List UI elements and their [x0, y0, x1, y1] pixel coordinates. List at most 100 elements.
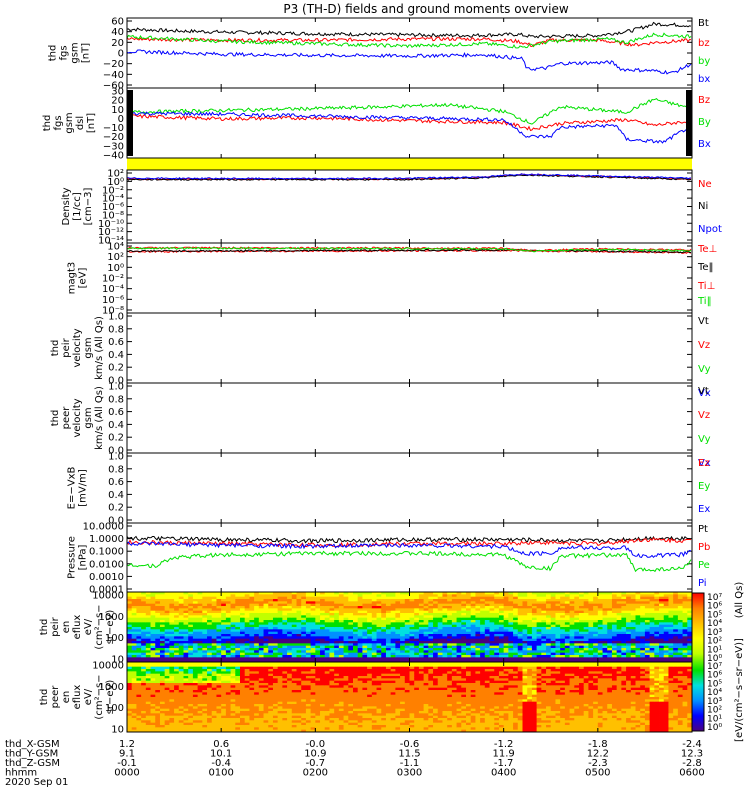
heatmap-cell [216, 657, 222, 661]
heatmap-cell [522, 606, 528, 609]
heatmap-cell [569, 652, 575, 656]
heatmap-cell [498, 624, 505, 628]
heatmap-cell [466, 629, 472, 633]
heatmap-cell [141, 669, 147, 672]
heatmap-cell [357, 610, 363, 614]
heatmap-cell [136, 638, 142, 642]
heatmap-cell [626, 624, 632, 628]
heatmap-cell [145, 715, 151, 719]
heatmap-cell [597, 657, 603, 661]
ytick-label: 10⁰ [107, 177, 124, 188]
heatmap-cell [597, 634, 603, 637]
heatmap-cell [550, 624, 556, 628]
heatmap-cell [588, 648, 594, 651]
heatmap-cell [550, 596, 556, 600]
panel-fgs_gsm_dsl: thdfgsgsmdsl[nT]3020100−10−20−30−40BzByB… [42, 87, 711, 162]
heatmap-cell [517, 638, 523, 642]
heatmap-cell [579, 620, 585, 623]
heatmap-cell [343, 596, 349, 600]
heatmap-cell [466, 617, 472, 621]
heatmap-cell [136, 613, 142, 616]
heatmap-cell [611, 610, 618, 614]
ytick-label: 10⁻¹⁴ [98, 236, 124, 247]
legend-pe: Pe [698, 560, 710, 571]
heatmap-cell [621, 643, 627, 647]
heatmap-cell [277, 608, 283, 612]
heatmap-cell [202, 615, 208, 619]
heatmap-cell [192, 652, 199, 656]
heatmap-cell [371, 594, 377, 598]
heatmap-cell [466, 599, 472, 602]
heatmap-cell [569, 620, 575, 623]
heatmap-cell [338, 641, 344, 644]
heatmap-cell [230, 617, 236, 621]
heatmap-cell [371, 617, 377, 621]
heatmap-cell [451, 594, 457, 598]
heatmap-cell [409, 638, 415, 642]
heatmap-cell [644, 601, 651, 605]
heatmap-cell [225, 601, 231, 605]
heatmap-cell [574, 645, 580, 649]
heatmap-cell [343, 631, 349, 635]
heatmap-cell [687, 615, 693, 619]
heatmap-cell [616, 645, 622, 649]
heatmap-cell [136, 713, 142, 717]
heatmap-cell [353, 594, 359, 598]
heatmap-cell [188, 690, 194, 693]
heatmap-cell [489, 615, 495, 619]
heatmap-cell [611, 634, 618, 637]
heatmap-cell [400, 592, 406, 595]
heatmap-cell [320, 610, 326, 614]
heatmap-cell [353, 615, 359, 619]
heatmap-cell [659, 622, 665, 626]
heatmap-cell [169, 694, 175, 698]
heatmap-cell [447, 596, 453, 600]
heatmap-cell [550, 655, 556, 658]
heatmap-cell [569, 648, 575, 651]
heatmap-cell [268, 720, 274, 724]
heatmap-cell [141, 671, 147, 675]
heatmap-cell [131, 659, 137, 663]
heatmap-cell [569, 608, 575, 612]
legend-pb: Pb [698, 542, 710, 553]
heatmap-cell [141, 711, 147, 714]
heatmap-cell [555, 641, 561, 644]
heatmap-cell [550, 599, 556, 602]
heatmap-cell [249, 606, 255, 609]
heatmap-cell [136, 608, 142, 612]
heatmap-cell [687, 631, 693, 635]
heatmap-cell [188, 729, 194, 733]
heatmap-cell [414, 657, 420, 661]
heatmap-cell [371, 629, 377, 633]
heatmap-cell [263, 715, 269, 719]
heatmap-cell [282, 636, 288, 640]
heatmap-cell [616, 608, 622, 612]
heatmap-cell [287, 655, 293, 658]
heatmap-cell [395, 622, 401, 626]
heatmap-cell [254, 620, 260, 623]
heatmap-cell [447, 659, 453, 663]
heatmap-cell [287, 617, 293, 621]
heatmap-cell [470, 610, 476, 614]
heatmap-cell [531, 659, 538, 663]
heatmap-cell [263, 596, 269, 600]
heatmap-cell [272, 720, 279, 724]
heatmap-cell [216, 603, 222, 607]
heatmap-cell [541, 659, 547, 663]
heatmap-cell [207, 687, 213, 691]
heatmap-cell [611, 655, 618, 658]
heatmap-cell [258, 706, 264, 710]
heatmap-cell [268, 694, 274, 698]
heatmap-cell [127, 594, 133, 598]
heatmap-cell [244, 678, 250, 682]
heatmap-cell [268, 711, 274, 714]
heatmap-cell [579, 648, 585, 651]
heatmap-cell [517, 592, 523, 595]
heatmap-cell [174, 718, 180, 721]
heatmap-cell [385, 627, 392, 630]
heatmap-cell [263, 629, 269, 633]
heatmap-cell [418, 615, 425, 619]
heatmap-cell [348, 596, 354, 600]
heatmap-cell [484, 594, 490, 598]
heatmap-cell [192, 676, 199, 679]
